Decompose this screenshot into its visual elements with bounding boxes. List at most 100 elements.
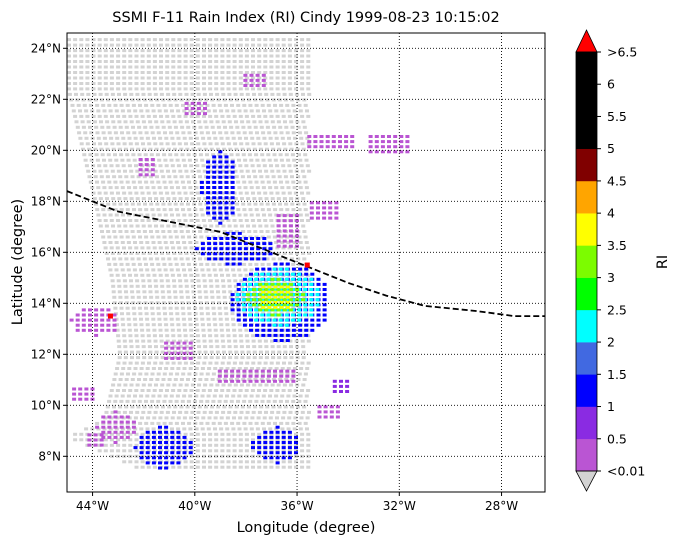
- swath-pixel: [306, 460, 311, 464]
- rain-pixel: [188, 346, 193, 350]
- swath-pixel: [268, 186, 273, 190]
- rain-pixel: [269, 441, 274, 444]
- swath-pixel: [152, 416, 157, 420]
- swath-pixel: [238, 114, 243, 118]
- rain-pixel: [90, 392, 95, 396]
- swath-pixel: [96, 186, 101, 190]
- swath-pixel: [286, 109, 291, 113]
- rain-pixel: [297, 318, 302, 322]
- swath-pixel: [194, 241, 199, 244]
- swath-pixel: [127, 109, 132, 113]
- rain-pixel: [285, 369, 290, 373]
- rain-pixel: [258, 308, 263, 312]
- swath-pixel: [147, 279, 152, 283]
- swath-pixel: [103, 164, 108, 168]
- swath-pixel: [243, 109, 248, 113]
- rain-pixel: [248, 379, 253, 383]
- swath-pixel: [281, 432, 286, 436]
- swath-pixel: [131, 153, 136, 157]
- rain-pixel: [212, 175, 217, 179]
- swath-pixel: [246, 345, 250, 349]
- rain-pixel: [200, 242, 205, 246]
- swath-pixel: [129, 284, 134, 288]
- swath-pixel: [147, 169, 152, 173]
- rain-pixel: [266, 272, 271, 276]
- swath-pixel: [244, 416, 249, 420]
- swath-pixel: [119, 306, 124, 310]
- swath-pixel: [105, 175, 110, 179]
- swath-pixel: [134, 114, 139, 118]
- swath-pixel: [122, 460, 127, 464]
- rain-pixel: [170, 446, 175, 450]
- rain-pixel: [230, 206, 235, 210]
- swath-pixel: [200, 427, 205, 431]
- swath-pixel: [285, 131, 290, 135]
- swath-pixel: [141, 339, 146, 343]
- swath-pixel: [187, 312, 192, 316]
- swath-pixel: [112, 257, 117, 261]
- swath-pixel: [299, 164, 304, 168]
- swath-pixel: [116, 60, 121, 63]
- rain-pixel: [100, 323, 105, 327]
- swath-pixel: [272, 153, 277, 157]
- swath-pixel: [140, 82, 145, 85]
- swath-pixel: [131, 235, 136, 239]
- swath-pixel: [185, 405, 190, 409]
- swath-pixel: [237, 109, 242, 113]
- swath-pixel: [75, 98, 80, 102]
- swath-pixel: [251, 82, 255, 85]
- swath-pixel: [116, 65, 121, 69]
- swath-pixel: [205, 262, 210, 266]
- swath-pixel: [129, 279, 133, 283]
- rain-pixel: [260, 313, 265, 317]
- swath-pixel: [280, 367, 285, 370]
- colorbar-tick-label: 5.5: [607, 109, 627, 124]
- swath-pixel: [280, 109, 285, 113]
- swath-pixel: [196, 361, 201, 365]
- swath-pixel: [235, 378, 240, 381]
- swath-pixel: [296, 175, 301, 179]
- rain-pixel: [399, 140, 404, 144]
- swath-pixel: [188, 268, 193, 272]
- swath-pixel: [86, 169, 91, 173]
- swath-pixel: [238, 54, 243, 58]
- rain-pixel: [254, 272, 259, 276]
- swath-pixel: [175, 394, 180, 398]
- rain-pixel: [250, 237, 254, 240]
- swath-pixel: [287, 432, 292, 436]
- swath-pixel: [156, 103, 161, 107]
- swath-pixel: [130, 356, 134, 360]
- rain-pixel: [218, 221, 223, 225]
- swath-pixel: [294, 114, 298, 118]
- swath-pixel: [165, 114, 170, 118]
- swath-pixel: [263, 60, 268, 63]
- rain-pixel: [230, 170, 235, 174]
- swath-pixel: [156, 262, 161, 266]
- swath-pixel: [294, 465, 298, 469]
- swath-pixel: [166, 224, 171, 228]
- swath-pixel: [121, 367, 126, 370]
- swath-pixel: [169, 158, 174, 162]
- swath-pixel: [244, 219, 249, 222]
- swath-pixel: [252, 356, 257, 360]
- swath-pixel: [147, 361, 151, 365]
- rain-pixel: [374, 140, 379, 144]
- swath-pixel: [291, 421, 296, 425]
- swath-pixel: [263, 114, 268, 118]
- swath-pixel: [250, 136, 255, 140]
- rain-pixel: [236, 308, 241, 312]
- swath-pixel: [95, 421, 100, 425]
- swath-pixel: [294, 87, 298, 91]
- swath-pixel: [168, 399, 173, 403]
- swath-pixel: [240, 356, 245, 360]
- swath-pixel: [141, 284, 146, 288]
- rain-pixel: [304, 318, 309, 322]
- swath-pixel: [214, 443, 219, 447]
- rain-pixel: [295, 229, 299, 233]
- swath-pixel: [218, 131, 223, 135]
- swath-pixel: [209, 197, 214, 201]
- swath-pixel: [159, 339, 164, 343]
- swath-pixel: [166, 92, 171, 96]
- rain-pixel: [335, 410, 340, 414]
- swath-pixel: [194, 317, 199, 321]
